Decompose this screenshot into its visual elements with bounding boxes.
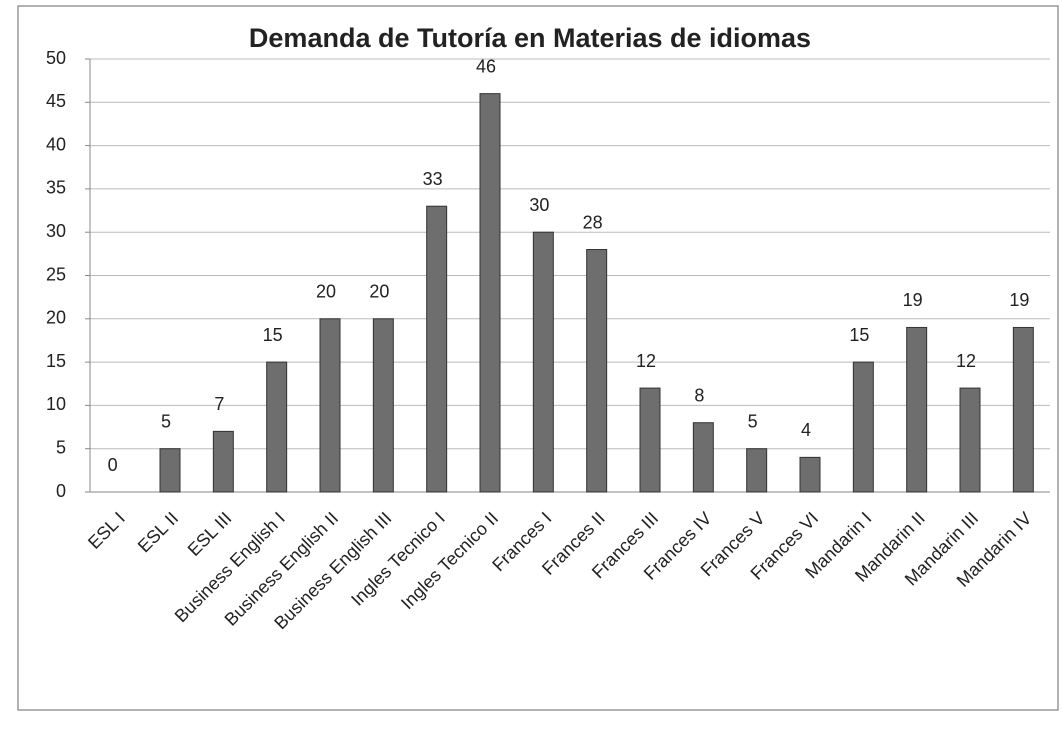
bar <box>959 387 981 493</box>
bar <box>586 249 608 493</box>
y-tick-label: 15 <box>46 351 66 371</box>
data-label: 5 <box>748 411 758 431</box>
data-label: 20 <box>369 282 389 302</box>
y-tick-label: 5 <box>56 437 66 457</box>
data-label: 19 <box>903 290 923 310</box>
y-tick-label: 45 <box>46 91 66 111</box>
bar <box>532 231 554 493</box>
y-tick-label: 10 <box>46 394 66 414</box>
bar <box>692 422 714 493</box>
data-label: 12 <box>956 351 976 371</box>
data-label: 12 <box>636 351 656 371</box>
data-label: 5 <box>161 411 171 431</box>
bar <box>212 430 234 493</box>
y-tick-label: 0 <box>56 481 66 501</box>
bar <box>639 387 661 493</box>
y-tick-label: 20 <box>46 308 66 328</box>
data-label: 20 <box>316 282 336 302</box>
bar <box>852 361 874 493</box>
bar <box>372 318 394 493</box>
data-label: 15 <box>263 325 283 345</box>
bar <box>799 456 821 493</box>
data-label: 15 <box>849 325 869 345</box>
bar <box>159 448 181 493</box>
bar <box>906 326 928 493</box>
data-label: 8 <box>694 385 704 405</box>
bar <box>479 93 501 493</box>
bar <box>746 448 768 493</box>
data-label: 28 <box>583 212 603 232</box>
data-label: 4 <box>801 420 811 440</box>
data-label: 19 <box>1009 290 1029 310</box>
data-label: 33 <box>423 169 443 189</box>
y-tick-label: 40 <box>46 134 66 154</box>
y-tick-label: 25 <box>46 264 66 284</box>
data-label: 7 <box>214 394 224 414</box>
y-tick-label: 50 <box>46 48 66 68</box>
bar <box>266 361 288 493</box>
bar <box>319 318 341 493</box>
bar <box>1012 326 1034 493</box>
bar <box>426 205 448 493</box>
y-tick-label: 35 <box>46 178 66 198</box>
chart-title: Demanda de Tutoría en Materias de idioma… <box>249 23 811 53</box>
y-tick-label: 30 <box>46 221 66 241</box>
data-label: 30 <box>529 195 549 215</box>
data-label: 0 <box>108 455 118 475</box>
data-label: 46 <box>476 56 496 76</box>
